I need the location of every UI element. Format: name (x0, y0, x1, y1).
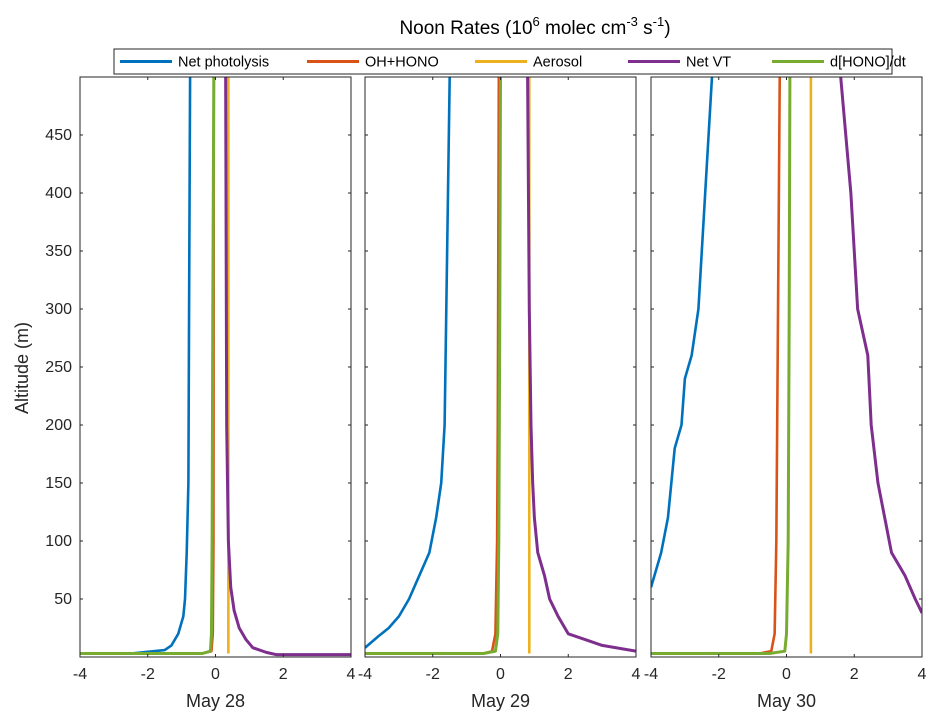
plot-area (80, 77, 351, 657)
x-tick-label: 0 (496, 666, 505, 683)
y-tick-label: 50 (54, 591, 72, 608)
x-tick-label: -4 (73, 666, 87, 683)
legend-label: Net VT (686, 55, 731, 71)
y-tick-label: 400 (45, 185, 72, 202)
x-tick-label: 4 (918, 666, 927, 683)
series-d-hono-dt (651, 77, 792, 656)
legend-item: Net VT (628, 55, 731, 71)
x-tick-label: 2 (564, 666, 573, 683)
y-tick-label: 100 (45, 533, 72, 550)
legend-label: Aerosol (533, 55, 582, 71)
x-tick-label: -2 (141, 666, 155, 683)
x-tick-label: 0 (782, 666, 791, 683)
series-net-photolysis (365, 77, 451, 649)
legend-item: Net photolysis (120, 55, 269, 71)
y-tick-label: 250 (45, 359, 72, 376)
series-net-vt (839, 77, 922, 614)
panel-3: -4 -2 0 2 4 May 30 (644, 76, 927, 711)
x-tick-label: 2 (850, 666, 859, 683)
y-tick-label: 200 (45, 417, 72, 434)
series-lines (80, 77, 351, 657)
y-axis-title: Altitude (m) (12, 322, 32, 414)
x-tick-label: -2 (426, 666, 440, 683)
series-net-vt (526, 77, 636, 653)
legend-label: OH+HONO (365, 55, 439, 71)
legend-label: Net photolysis (178, 55, 269, 71)
series-lines (651, 77, 922, 656)
legend-item: d[HONO]/dt (772, 55, 906, 71)
x-tick-label: -2 (712, 666, 726, 683)
series-d-hono-dt (365, 77, 502, 656)
x-tick-label: -4 (358, 666, 372, 683)
chart-title: Noon Rates (106 molec cm-3 s-1) (399, 14, 670, 39)
x-tick-label: 0 (211, 666, 220, 683)
x-tick-label: 4 (632, 666, 641, 683)
x-axis-title: May 28 (186, 691, 245, 711)
legend-item: OH+HONO (307, 55, 439, 71)
x-tick-label: 2 (279, 666, 288, 683)
y-tick-label: 300 (45, 301, 72, 318)
series-d-hono-dt (80, 77, 216, 656)
panel-2: -4 -2 0 2 4 May 29 (358, 76, 641, 711)
y-tick-label: 350 (45, 243, 72, 260)
x-tick-label: 4 (347, 666, 356, 683)
series-net-photolysis (651, 77, 714, 588)
y-tick-label: 450 (45, 127, 72, 144)
legend-item: Aerosol (475, 55, 582, 71)
series-net-photolysis (80, 77, 192, 655)
series-net-vt (224, 77, 351, 657)
x-tick-label: -4 (644, 666, 658, 683)
x-axis-title: May 29 (471, 691, 530, 711)
legend: Net photolysis OH+HONO Aerosol Net VT d[HONO… (113, 48, 906, 75)
y-tick-label: 150 (45, 475, 72, 492)
legend-label: d[HONO]/dt (830, 55, 906, 71)
x-axis-title: May 30 (757, 691, 816, 711)
series-lines (365, 77, 636, 656)
